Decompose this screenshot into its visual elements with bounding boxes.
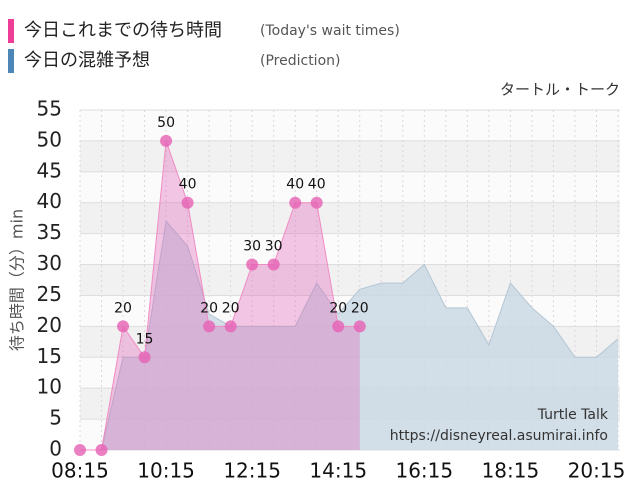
x-tick-label: 18:15	[482, 459, 540, 483]
annotation: https://disneyreal.asumirai.info	[390, 428, 608, 444]
data-label: 40	[179, 177, 197, 193]
data-label: 20	[200, 300, 218, 316]
legend-marker	[8, 19, 14, 43]
y-tick-label: 0	[49, 437, 62, 461]
data-label: 20	[351, 300, 369, 316]
area-fill	[80, 221, 618, 450]
data-label: 40	[286, 177, 304, 193]
data-point	[203, 320, 216, 333]
data-point	[224, 320, 237, 333]
y-tick-label: 10	[37, 375, 62, 399]
data-point	[353, 320, 366, 333]
y-tick-label: 35	[37, 220, 62, 244]
data-label: 20	[114, 300, 132, 316]
legend-note: (Today's wait times)	[260, 23, 400, 39]
x-tick-label: 10:15	[137, 459, 195, 483]
y-axis-label: 待ち時間（分）min	[8, 209, 27, 351]
x-tick-label: 14:15	[309, 459, 367, 483]
legend-marker	[8, 49, 14, 73]
data-point	[332, 320, 345, 333]
y-tick-label: 40	[37, 189, 62, 213]
data-point	[246, 258, 259, 271]
legend-label: 今日これまでの待ち時間	[24, 20, 222, 41]
data-point	[95, 444, 108, 456]
data-point	[160, 134, 173, 147]
series-line	[80, 220, 619, 451]
x-tick-label: 20:15	[568, 459, 626, 483]
y-tick-label: 15	[37, 344, 62, 368]
annotation: Turtle Talk	[537, 407, 609, 423]
data-point	[117, 320, 130, 333]
y-tick-label: 25	[37, 282, 62, 306]
y-tick-label: 30	[37, 251, 62, 275]
data-label: 40	[308, 177, 326, 193]
data-label: 20	[222, 300, 240, 316]
data-point	[310, 196, 323, 209]
data-label: 30	[243, 239, 261, 255]
plot-band	[80, 140, 620, 172]
data-label: 50	[157, 115, 175, 131]
data-label: 20	[329, 300, 347, 316]
data-point	[267, 258, 280, 271]
y-tick-label: 50	[37, 127, 62, 151]
y-tick-label: 45	[37, 158, 62, 182]
data-point	[289, 196, 302, 209]
data-label: 15	[136, 331, 154, 347]
data-point	[181, 196, 194, 209]
chart-subtitle: タートル・トーク	[500, 81, 620, 99]
data-point	[138, 351, 151, 364]
data-point	[74, 444, 86, 456]
legend-label: 今日の混雑予想	[24, 50, 150, 71]
y-tick-label: 20	[37, 313, 62, 337]
x-tick-label: 12:15	[223, 459, 281, 483]
data-label: 30	[265, 239, 283, 255]
y-tick-label: 55	[37, 97, 62, 121]
x-tick-label: 16:15	[395, 459, 453, 483]
x-tick-label: 08:15	[51, 459, 109, 483]
legend-note: (Prediction)	[260, 53, 340, 69]
y-tick-label: 5	[49, 406, 62, 430]
